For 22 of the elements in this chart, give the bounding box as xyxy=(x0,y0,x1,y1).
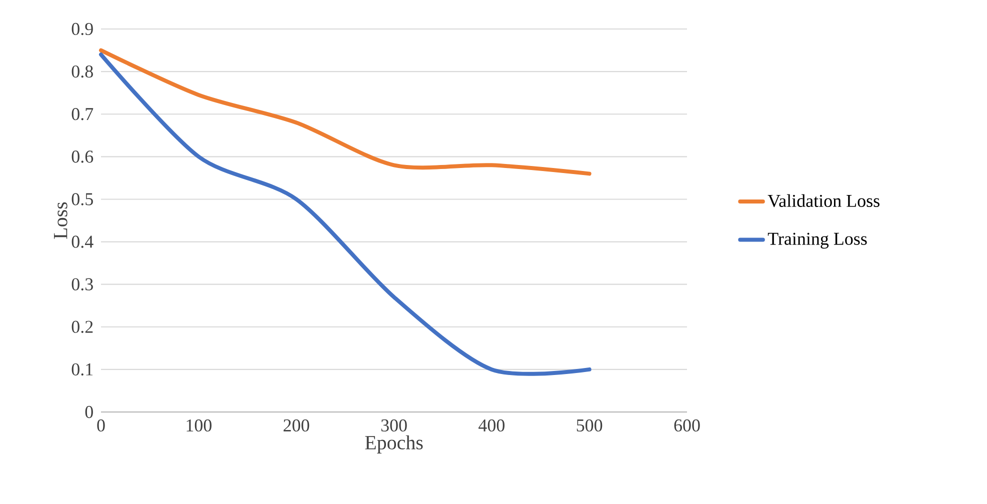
y-tick-label: 0.4 xyxy=(72,236,94,248)
y-tick-label: 0.3 xyxy=(72,278,93,290)
legend-label: Validation Loss xyxy=(768,194,880,208)
y-tick-label: 0.5 xyxy=(72,193,93,206)
y-tick-label: 0.1 xyxy=(72,363,93,376)
x-tick-label: 500 xyxy=(576,419,602,432)
x-tick-label: 100 xyxy=(186,419,212,432)
y-tick-label: 0.6 xyxy=(72,150,94,163)
x-axis-title: Epochs xyxy=(365,435,423,454)
y-tick-label: 0 xyxy=(85,406,93,418)
x-tick-label: 200 xyxy=(284,419,310,432)
y-tick-label: 0.8 xyxy=(72,65,93,78)
y-tick-label: 0.7 xyxy=(72,108,94,120)
y-axis-title: Loss xyxy=(54,202,68,239)
x-tick-label: 0 xyxy=(97,419,105,432)
y-tick-label: 0.2 xyxy=(72,320,93,333)
x-tick-label: 600 xyxy=(674,419,700,432)
legend-label: Training Loss xyxy=(768,232,867,249)
line-series xyxy=(99,48,592,176)
y-tick-label: 0.9 xyxy=(72,22,93,36)
x-tick-label: 400 xyxy=(478,419,504,432)
x-tick-label: 300 xyxy=(381,419,407,432)
